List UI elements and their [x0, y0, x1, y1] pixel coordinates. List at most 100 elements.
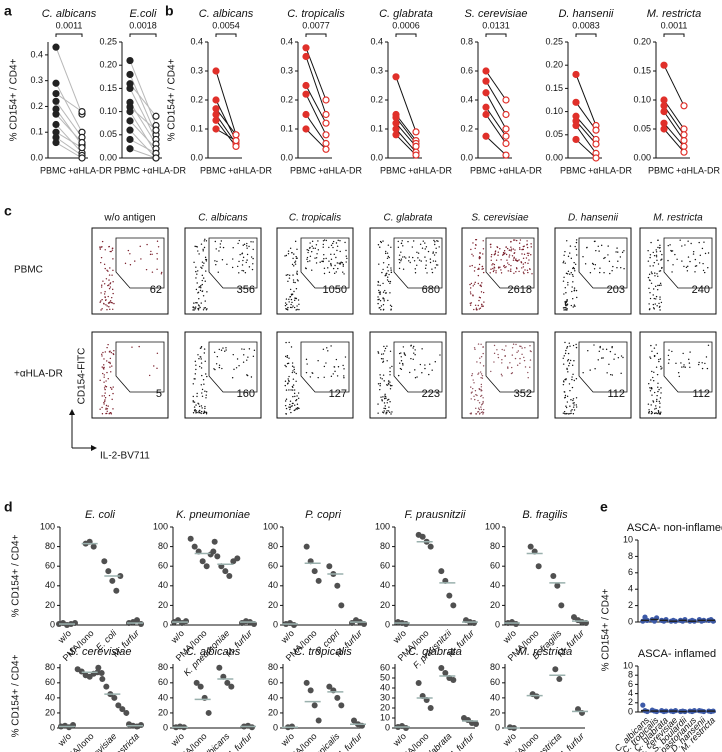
pair-line [305, 93, 327, 136]
event [564, 309, 566, 311]
event [327, 350, 329, 352]
y-tick-label: 20 [380, 600, 390, 610]
event [195, 404, 197, 406]
event [682, 352, 684, 355]
pair-line [485, 106, 507, 137]
event [572, 275, 574, 277]
event [434, 267, 436, 269]
event [383, 402, 386, 404]
event [322, 348, 325, 350]
event [414, 369, 416, 371]
event [289, 306, 292, 309]
event [439, 354, 441, 356]
event [687, 256, 690, 258]
gated-events [213, 347, 256, 379]
gated-events [131, 345, 159, 377]
event [566, 309, 568, 311]
significance-bracket [395, 33, 417, 37]
event [469, 283, 471, 286]
event [99, 301, 101, 303]
event [294, 240, 297, 243]
pair-line [305, 56, 327, 115]
event [298, 303, 300, 305]
event [608, 363, 610, 366]
event [479, 357, 481, 359]
data-point [205, 709, 212, 716]
event [656, 373, 659, 376]
event [297, 397, 300, 399]
event [649, 265, 651, 267]
event [112, 353, 114, 355]
event [216, 260, 218, 263]
gate [208, 341, 258, 393]
event-count: 356 [237, 284, 255, 296]
event [566, 300, 568, 302]
event [345, 261, 347, 263]
event [194, 410, 196, 412]
event [473, 395, 475, 397]
event [204, 405, 206, 408]
gated-events [490, 343, 532, 379]
data-point [52, 120, 60, 129]
event [291, 389, 294, 391]
event [289, 296, 292, 298]
event [291, 301, 293, 304]
event [252, 263, 254, 265]
event-count: 223 [422, 388, 440, 400]
data-point [212, 125, 220, 133]
event [563, 276, 565, 279]
event [481, 394, 483, 397]
event [479, 307, 482, 309]
event [492, 267, 494, 270]
event [497, 251, 500, 253]
y-tick-label: 0.0 [30, 152, 43, 162]
data-point [351, 717, 357, 724]
event [530, 243, 532, 245]
event [529, 268, 531, 270]
event [479, 257, 482, 259]
data-point [663, 616, 669, 623]
y-tick-label: 0 [385, 722, 390, 732]
event [564, 250, 566, 253]
event [288, 298, 290, 301]
event [204, 238, 206, 241]
event [198, 412, 200, 414]
event [108, 361, 110, 364]
event [252, 257, 254, 260]
event [291, 385, 294, 388]
event [472, 242, 474, 244]
event [591, 262, 594, 265]
event [475, 307, 478, 309]
event [289, 408, 291, 411]
data-point [302, 81, 310, 90]
event [569, 389, 571, 392]
event [489, 272, 491, 274]
event [478, 263, 481, 266]
data-point [126, 117, 134, 125]
event [102, 280, 104, 282]
event [490, 370, 492, 373]
event [658, 388, 660, 391]
event [683, 265, 685, 268]
flow-plot-frame [554, 331, 632, 419]
event [429, 261, 432, 264]
event [659, 296, 661, 298]
y-tick-label: 40 [158, 580, 168, 590]
event [659, 397, 662, 399]
event [416, 376, 418, 378]
event [603, 272, 605, 274]
event [527, 254, 529, 257]
y-tick-label: 6 [628, 679, 633, 689]
event [195, 270, 197, 273]
event [237, 265, 239, 268]
event [528, 259, 530, 261]
event [566, 360, 569, 362]
x-tick-label: +αHLA-DR [142, 165, 186, 175]
event [108, 287, 111, 290]
event [309, 260, 311, 262]
event [437, 240, 439, 243]
event [616, 247, 618, 249]
event [402, 346, 405, 348]
event [386, 279, 389, 281]
event [287, 252, 290, 255]
